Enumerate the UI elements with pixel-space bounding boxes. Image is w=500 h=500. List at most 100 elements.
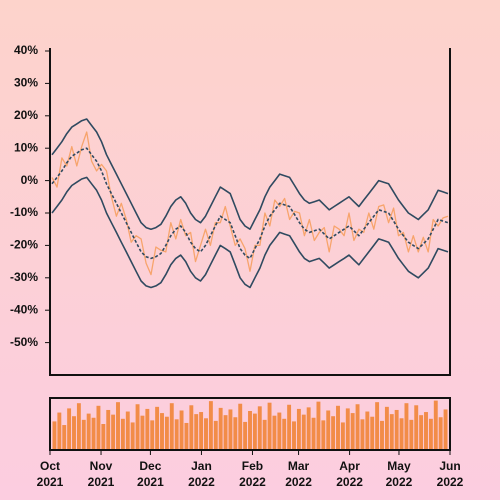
volume-bar	[428, 418, 433, 450]
volume-bar	[301, 414, 306, 450]
volume-bar	[370, 416, 375, 450]
y-tick-label: -30%	[10, 270, 38, 284]
volume-bar	[321, 420, 326, 450]
volume-bar	[375, 402, 380, 450]
x-tick-label: Mar 2022	[285, 459, 312, 489]
volume-bar	[296, 408, 301, 450]
volume-bar	[81, 419, 86, 450]
volume-bar	[316, 401, 321, 450]
volume-bar	[62, 425, 67, 450]
volume-bar	[311, 417, 316, 450]
volume-bar	[179, 410, 184, 450]
volume-bar	[292, 421, 296, 450]
volume-bar	[336, 405, 340, 450]
x-tick-label: Jun 2022	[436, 459, 464, 489]
volume-bar	[204, 418, 208, 450]
volume-bar	[360, 419, 365, 450]
volume-bar	[433, 400, 438, 450]
volume-bar	[380, 420, 384, 450]
volume-bar	[277, 412, 282, 450]
volume-bar	[365, 411, 370, 450]
volume-bar	[287, 404, 292, 450]
volume-bar	[130, 422, 135, 450]
volume-bar	[184, 422, 189, 450]
volume-bar	[350, 413, 355, 450]
volume-bar	[389, 414, 394, 450]
volume-bar	[213, 420, 218, 450]
volume-bar	[91, 417, 96, 450]
volume-bar	[72, 416, 76, 450]
volume-bar	[199, 412, 204, 450]
volume-bar	[76, 403, 81, 450]
volume-bar	[145, 408, 150, 450]
volume-bar	[189, 405, 194, 450]
volume-bar	[233, 417, 238, 450]
volume-bar	[424, 412, 428, 450]
x-tick-label: May 2022	[385, 459, 413, 489]
volume-bar	[228, 409, 233, 450]
volume-bar	[238, 403, 243, 450]
volume-bar	[57, 412, 62, 450]
volume-bar	[306, 407, 311, 450]
y-tick-label: -20%	[10, 238, 38, 252]
volume-bar	[164, 416, 169, 450]
volume-bar	[223, 415, 228, 450]
price-line	[51, 131, 449, 276]
y-tick-label: 30%	[14, 76, 38, 90]
volume-bar	[331, 416, 336, 450]
volume-bar	[394, 409, 399, 450]
volume-bar	[248, 411, 252, 450]
volume-bar	[409, 419, 414, 450]
volume-bar	[169, 403, 174, 450]
volume-bar	[404, 403, 409, 450]
x-tick-label: Feb 2022	[239, 459, 266, 489]
volume-frame	[49, 397, 451, 451]
volume-bar	[438, 417, 443, 450]
volume-bar	[111, 414, 116, 450]
volume-bar	[52, 421, 57, 450]
y-tick-label: 20%	[14, 108, 38, 122]
volume-bar	[252, 413, 257, 450]
volume-bar	[267, 402, 272, 450]
x-tick-label: Dec 2021	[137, 459, 164, 489]
volume-bar	[96, 405, 101, 450]
x-tick-label: Nov 2021	[87, 459, 115, 489]
volume-bar	[208, 401, 213, 450]
volume-bar	[155, 406, 160, 450]
volume-bar	[67, 408, 72, 450]
volume-bar	[262, 419, 267, 450]
volume-bar	[174, 419, 179, 450]
volume-bar	[150, 420, 155, 450]
volume-bar	[218, 407, 223, 450]
volume-bar	[355, 404, 360, 450]
volume-bar	[272, 415, 277, 450]
band-line	[51, 176, 449, 289]
volume-bar	[194, 414, 199, 450]
volume-bar	[419, 415, 424, 450]
x-tick-label: Jan 2022	[188, 459, 215, 489]
axis-frame	[49, 48, 451, 376]
band-line	[51, 147, 449, 260]
y-tick-label: -50%	[10, 335, 38, 349]
band-line	[51, 118, 449, 230]
volume-bar	[282, 418, 287, 450]
volume-bar	[443, 409, 448, 450]
volume-bar	[384, 406, 389, 450]
y-tick-label: 0%	[21, 173, 39, 187]
volume-bar	[340, 422, 345, 450]
volume-bar	[345, 408, 350, 450]
volume-bar	[257, 406, 262, 450]
volume-bar	[101, 424, 106, 450]
volume-bar	[125, 411, 130, 450]
volume-bar	[243, 421, 248, 450]
y-tick-label: 40%	[14, 43, 38, 57]
volume-bar	[116, 402, 120, 450]
volume-bar	[399, 418, 404, 450]
y-tick-label: 10%	[14, 140, 38, 154]
volume-bar	[106, 409, 111, 450]
y-tick-label: -40%	[10, 302, 38, 316]
volume-bar	[160, 413, 164, 450]
x-tick-label: Oct 2021	[36, 459, 64, 489]
